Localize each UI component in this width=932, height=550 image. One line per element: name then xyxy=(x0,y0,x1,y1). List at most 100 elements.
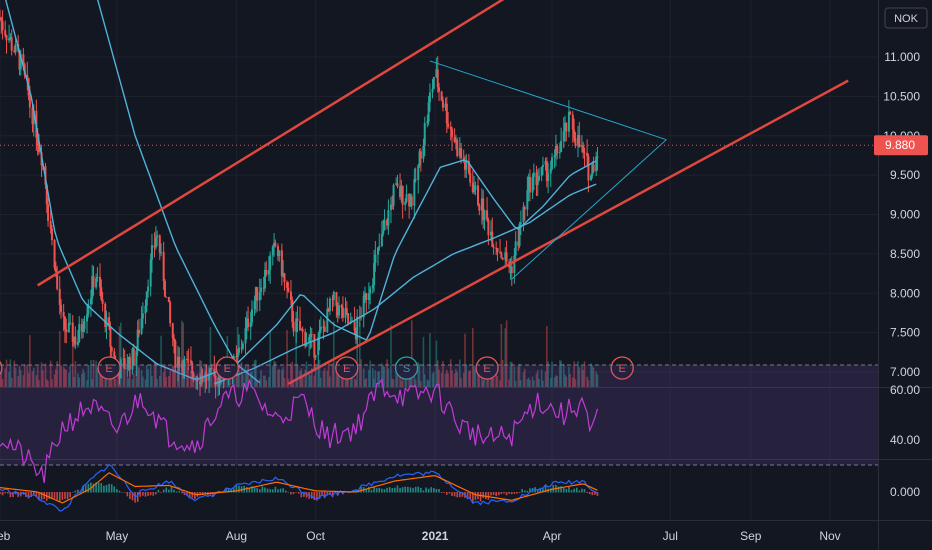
candle-body xyxy=(5,35,8,41)
volume-bar xyxy=(90,360,92,387)
macd-histogram-bar xyxy=(58,492,61,502)
macd-histogram-bar xyxy=(399,487,401,493)
candle-body xyxy=(163,280,166,297)
macd-histogram-bar xyxy=(227,488,230,493)
candle-body xyxy=(189,360,192,363)
candle-body xyxy=(583,152,586,154)
macd-histogram-bar xyxy=(409,487,412,493)
macd-histogram-bar xyxy=(22,492,25,495)
macd-histogram-bar xyxy=(381,488,383,493)
candle-body xyxy=(140,318,143,334)
candle-body xyxy=(344,308,347,318)
candle-body xyxy=(296,318,299,321)
volume-bar xyxy=(308,372,310,387)
candle-body xyxy=(405,193,408,202)
candle-body xyxy=(171,323,174,339)
macd-histogram-bar xyxy=(51,492,53,499)
rsi-band-fill xyxy=(0,365,878,465)
candle-body xyxy=(582,145,585,153)
volume-bar xyxy=(309,375,312,387)
volume-bar xyxy=(377,371,379,387)
macd-histogram-bar xyxy=(162,489,165,493)
macd-histogram-bar xyxy=(521,489,523,493)
candle-body xyxy=(22,54,25,65)
macd-histogram-bar xyxy=(284,490,287,493)
macd-histogram-bar xyxy=(417,486,420,493)
volume-bar xyxy=(273,360,275,387)
moving-average-line xyxy=(97,0,261,384)
volume-bar xyxy=(268,377,270,387)
candle-body xyxy=(331,298,334,300)
volume-bar xyxy=(360,359,362,387)
volume-bar xyxy=(538,379,540,387)
candle-body xyxy=(9,37,12,39)
candle-body xyxy=(474,185,477,191)
volume-bar xyxy=(69,366,71,387)
candle-body xyxy=(265,269,268,275)
volume-bar xyxy=(356,336,358,387)
trend-line xyxy=(37,0,505,287)
volume-bar xyxy=(399,374,401,387)
candle-body xyxy=(182,364,185,375)
volume-bar xyxy=(317,364,320,387)
macd-histogram-bar xyxy=(297,492,300,494)
candle-body xyxy=(310,334,313,336)
macd-histogram-bar xyxy=(479,492,482,502)
macd-histogram-bar xyxy=(12,492,14,498)
volume-bar xyxy=(378,370,381,387)
volume-bar xyxy=(395,362,397,387)
volume-bar xyxy=(135,370,138,387)
event-label: E xyxy=(105,363,112,375)
volume-bar xyxy=(10,377,13,387)
macd-histogram-bar xyxy=(560,486,562,493)
macd-histogram-bar xyxy=(365,488,368,493)
candle-body xyxy=(237,347,240,353)
macd-histogram-bar xyxy=(370,490,373,493)
volume-bar xyxy=(286,330,288,387)
candle-body xyxy=(373,263,376,286)
macd-histogram-bar xyxy=(565,488,568,493)
macd-histogram-bar xyxy=(271,489,274,493)
candle-body xyxy=(519,222,522,224)
macd-histogram-bar xyxy=(157,489,160,493)
candle-body xyxy=(436,69,439,88)
candle-body xyxy=(245,318,248,329)
candle-body xyxy=(176,356,179,368)
candle-body xyxy=(74,336,77,345)
macd-histogram-bar xyxy=(388,487,391,493)
macd-histogram-bar xyxy=(386,487,388,493)
candle-body xyxy=(101,299,104,304)
macd-histogram-bar xyxy=(508,492,510,494)
candle-body xyxy=(431,88,434,93)
macd-histogram-bar xyxy=(204,492,207,494)
candle-body xyxy=(396,183,399,187)
macd-histogram-bar xyxy=(160,492,162,493)
macd-histogram-bar xyxy=(149,492,152,496)
candle-body xyxy=(78,324,81,342)
macd-histogram-bar xyxy=(103,485,105,493)
candle-body xyxy=(83,321,86,330)
macd-histogram-bar xyxy=(84,485,87,493)
macd-histogram-bar xyxy=(287,491,290,493)
candle-body xyxy=(531,177,534,193)
volume-bar xyxy=(173,366,175,387)
candle-body xyxy=(313,334,316,358)
candle-body xyxy=(351,320,354,322)
candle-body xyxy=(108,317,111,327)
macd-histogram-bar xyxy=(258,489,261,493)
currency-badge[interactable] xyxy=(884,7,928,29)
volume-bar xyxy=(119,322,122,387)
candle-body xyxy=(399,186,402,198)
volume-bar xyxy=(253,360,256,387)
volume-bar xyxy=(83,372,86,387)
candle-body xyxy=(218,377,221,384)
volume-bar xyxy=(191,375,194,387)
volume-bar xyxy=(142,376,144,387)
candle-body xyxy=(536,180,539,185)
candle-body xyxy=(271,246,274,256)
macd-histogram-bar xyxy=(144,492,147,497)
macd-histogram-bar xyxy=(586,492,588,494)
volume-bar xyxy=(55,369,57,387)
macd-histogram-bar xyxy=(279,488,282,493)
